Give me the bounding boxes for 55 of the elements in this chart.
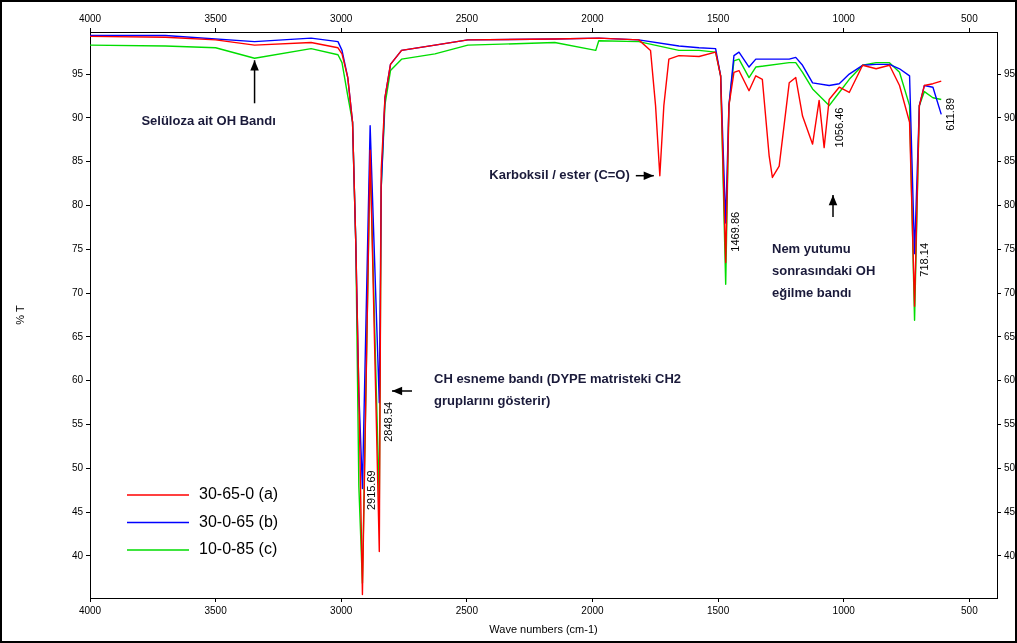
y-tick-label: 45 bbox=[71, 505, 84, 517]
x-tick-label: 500 bbox=[961, 604, 979, 616]
x2-tick-label: 3500 bbox=[204, 12, 228, 24]
legend-label: 30-0-65 (b) bbox=[199, 512, 279, 530]
annotation: 1056.46 bbox=[832, 107, 845, 148]
legend-label: 30-65-0 (a) bbox=[199, 485, 279, 503]
y-tick-label: 55 bbox=[71, 418, 84, 430]
annotation: 1469.86 bbox=[728, 211, 741, 252]
x2-tick-label: 3000 bbox=[330, 12, 353, 24]
x2-tick-label: 500 bbox=[961, 12, 979, 24]
x-tick-label: 2500 bbox=[455, 604, 479, 616]
annotation: 611.89 bbox=[944, 97, 957, 131]
legend-label: 10-0-85 (c) bbox=[199, 540, 278, 558]
x-tick-label: 1000 bbox=[832, 604, 856, 616]
y2-tick-label: 60 bbox=[1004, 374, 1016, 386]
x-tick-label: 3500 bbox=[204, 604, 228, 616]
y2-tick-label: 90 bbox=[1004, 111, 1016, 123]
x2-tick-label: 2000 bbox=[581, 12, 605, 24]
y-axis-title: % T bbox=[13, 305, 26, 325]
annotation: 2915.69 bbox=[365, 470, 378, 511]
y-tick-label: 90 bbox=[71, 111, 84, 123]
x-tick-label: 1500 bbox=[706, 604, 730, 616]
annotation: 718.14 bbox=[917, 242, 930, 277]
y-tick-label: 80 bbox=[71, 199, 84, 211]
x-tick-label: 2000 bbox=[581, 604, 605, 616]
x2-tick-label: 2500 bbox=[455, 12, 479, 24]
x-tick-label: 3000 bbox=[330, 604, 353, 616]
x2-tick-label: 1000 bbox=[832, 12, 856, 24]
y2-tick-label: 40 bbox=[1004, 549, 1016, 561]
annotation: Selüloza ait OH Bandı bbox=[141, 112, 276, 128]
y-tick-label: 60 bbox=[71, 374, 84, 386]
y2-tick-label: 55 bbox=[1004, 418, 1016, 430]
y-tick-label: 65 bbox=[71, 330, 84, 342]
y2-tick-label: 45 bbox=[1004, 505, 1016, 517]
x2-tick-label: 4000 bbox=[78, 12, 102, 24]
y2-tick-label: 50 bbox=[1004, 462, 1016, 474]
y2-tick-label: 85 bbox=[1004, 155, 1016, 167]
annotation: CH esneme bandı (DYPE matristeki CH2 gruplarını gösterir) bbox=[434, 370, 682, 408]
y2-tick-label: 65 bbox=[1004, 330, 1016, 342]
annotation: Nem yutumu sonrasındaki OH eğilme bandı bbox=[772, 240, 876, 300]
x2-tick-label: 1500 bbox=[706, 12, 730, 24]
y-tick-label: 70 bbox=[71, 286, 84, 298]
y2-tick-label: 70 bbox=[1004, 286, 1016, 298]
annotation: Karboksil / ester (C=O) bbox=[489, 167, 630, 183]
y-tick-label: 50 bbox=[71, 462, 84, 474]
x-tick-label: 4000 bbox=[78, 604, 102, 616]
y-tick-label: 40 bbox=[71, 549, 84, 561]
x-axis-title: Wave numbers (cm-1) bbox=[489, 623, 598, 636]
y2-tick-label: 80 bbox=[1004, 199, 1016, 211]
y-tick-label: 85 bbox=[71, 155, 84, 167]
y2-tick-label: 75 bbox=[1004, 243, 1016, 255]
annotation: 2848.54 bbox=[382, 402, 395, 442]
y-tick-label: 75 bbox=[71, 243, 84, 255]
y2-tick-label: 95 bbox=[1004, 67, 1016, 79]
y-tick-label: 95 bbox=[71, 67, 84, 79]
